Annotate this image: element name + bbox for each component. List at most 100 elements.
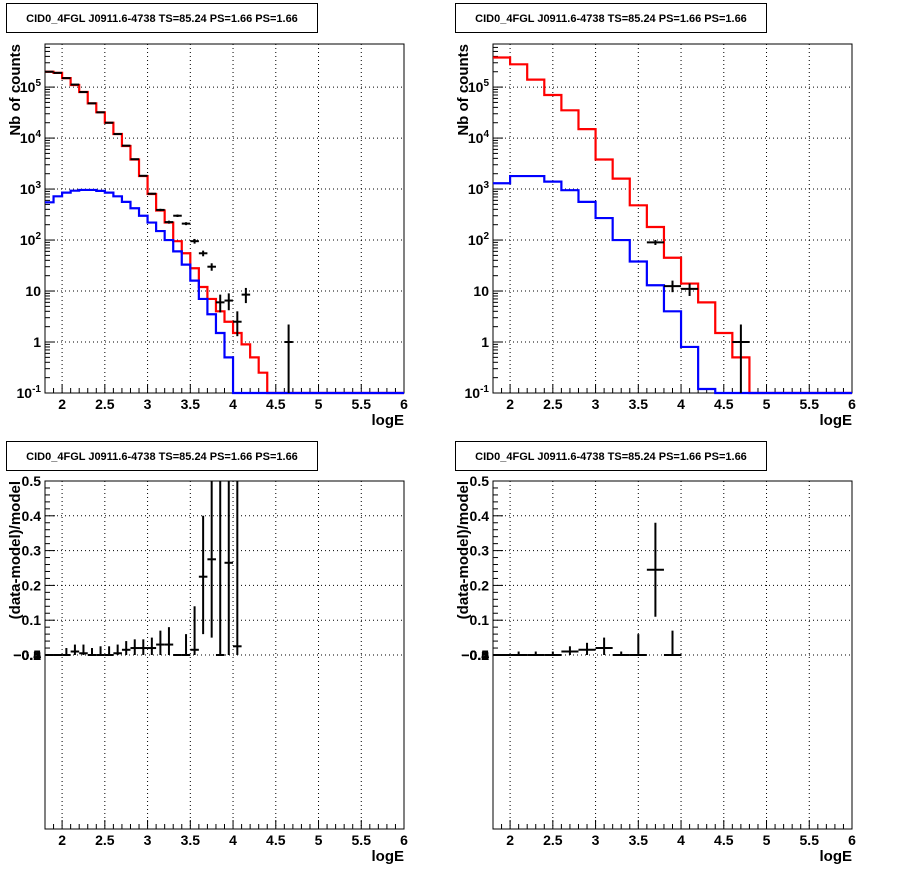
data-point [284, 324, 293, 393]
y-tick-label: −0.5 [13, 647, 41, 663]
y-tick-label: 103 [468, 180, 490, 197]
data-point [198, 515, 208, 635]
data-point [70, 644, 80, 655]
y-axis-title: Nb of counts [7, 44, 24, 136]
data-point [233, 481, 242, 655]
data-point [96, 646, 105, 656]
y-tick-label: 10-1 [17, 384, 42, 401]
data-point [224, 481, 234, 655]
x-tick-label: 3.5 [181, 832, 201, 848]
data-point [113, 644, 122, 655]
y-tick-label: −0.5 [461, 647, 489, 663]
y-tick-label: 0.2 [470, 577, 490, 593]
data-point [156, 630, 165, 655]
y-tick-label: 0.2 [22, 577, 42, 593]
data-point [215, 481, 225, 656]
y-tick-label: 0.1 [470, 612, 490, 628]
data-point [578, 642, 596, 655]
x-axis-title: logE [372, 848, 405, 865]
data-point [164, 220, 174, 224]
data-point [104, 646, 114, 656]
histogram-line [493, 174, 852, 395]
y-tick-label: −0.1 [461, 647, 489, 663]
x-tick-label: 4 [229, 396, 237, 412]
data-point [207, 263, 216, 271]
y-tick-label: 102 [468, 231, 490, 248]
x-tick-label: 3.5 [629, 832, 649, 848]
data-point [207, 481, 216, 638]
x-tick-label: 6 [400, 832, 408, 848]
data-point [190, 238, 199, 244]
y-axis-title: (data-model)/model [455, 481, 472, 619]
data-point [130, 639, 140, 655]
y-tick-label: 0.3 [22, 543, 42, 559]
data-point [198, 250, 208, 257]
data-point [224, 293, 234, 311]
y-tick-label: −0.4 [461, 647, 489, 663]
x-tick-label: 3 [144, 832, 152, 848]
x-tick-label: 5 [763, 396, 771, 412]
data-point [130, 158, 140, 161]
y-tick-label: −0.3 [461, 647, 489, 663]
x-tick-label: 5 [315, 832, 323, 848]
x-tick-label: 4 [229, 832, 237, 848]
x-tick-label: 3 [592, 832, 600, 848]
data-point [139, 639, 148, 655]
data-point [595, 637, 613, 655]
chart-panel-2: 2 2.5 3 3.5 4 4.5 5 5.5 6 10-1 1 10 102 103 104 105 logE… [455, 43, 856, 429]
y-tick-label: 103 [20, 180, 42, 197]
x-axis-title: logE [820, 412, 853, 429]
data-point [663, 280, 682, 293]
data-point [156, 208, 165, 212]
x-tick-label: 3.5 [181, 396, 201, 412]
x-tick-label: 4.5 [266, 396, 286, 412]
chart-panel-4: 2 2.5 3 3.5 4 4.5 5 5.5 6 −0.5−0.4−0.3−0.2−0.10 0.… [455, 473, 856, 865]
data-point [544, 651, 562, 656]
x-tick-label: 6 [848, 832, 856, 848]
y-tick-label: 1 [481, 334, 489, 350]
data-point [190, 606, 199, 655]
plot-frame [492, 43, 853, 394]
y-tick-label: −0.3 [13, 647, 41, 663]
x-tick-label: 3 [592, 396, 600, 412]
y-tick-label: 102 [20, 231, 42, 248]
data-point [510, 651, 528, 656]
y-tick-label: 0.5 [22, 473, 42, 489]
x-tick-label: 4 [677, 396, 685, 412]
chart-title: CID0_4FGL J0911.6-4738 TS=85.24 PS=1.66 … [6, 441, 318, 471]
x-tick-label: 3.5 [629, 396, 649, 412]
data-point [681, 283, 699, 296]
data-point [646, 240, 664, 245]
y-tick-label: 10 [25, 283, 41, 299]
y-tick-label: 105 [20, 78, 42, 95]
x-tick-label: 5.5 [352, 832, 372, 848]
chart-panel-3: 2 2.5 3 3.5 4 4.5 5 5.5 6 −0.5−0.4−0.3−0.2−0.10 0.… [7, 473, 408, 865]
x-tick-label: 5.5 [800, 396, 820, 412]
data-point [646, 522, 664, 617]
chart-title: CID0_4FGL J0911.6-4738 TS=85.24 PS=1.66 … [6, 3, 318, 33]
data-point [629, 634, 647, 656]
x-tick-label: 3 [144, 396, 152, 412]
y-tick-label: 0 [33, 647, 41, 663]
data-point [663, 630, 682, 656]
x-tick-label: 5.5 [800, 832, 820, 848]
y-tick-label: 10-1 [465, 384, 490, 401]
data-point [181, 634, 191, 656]
y-tick-label: −0.1 [13, 647, 41, 663]
x-tick-label: 2.5 [95, 832, 115, 848]
x-tick-label: 6 [848, 396, 856, 412]
y-tick-label: −0.2 [13, 647, 41, 663]
x-tick-label: 2 [58, 396, 66, 412]
x-tick-label: 6 [400, 396, 408, 412]
x-tick-label: 4.5 [266, 832, 286, 848]
data-point [527, 651, 545, 656]
chart-panel-1: 2 2.5 3 3.5 4 4.5 5 5.5 6 10-1 1 10 102 103 104 105 logE… [7, 43, 408, 429]
y-tick-label: −0.4 [13, 647, 41, 663]
x-tick-label: 2 [58, 832, 66, 848]
y-tick-label: 0 [481, 647, 489, 663]
x-tick-label: 2.5 [543, 832, 563, 848]
y-tick-label: 0.4 [22, 508, 42, 524]
data-point [181, 222, 191, 226]
data-point [62, 648, 71, 656]
x-axis-title: logE [820, 848, 853, 865]
